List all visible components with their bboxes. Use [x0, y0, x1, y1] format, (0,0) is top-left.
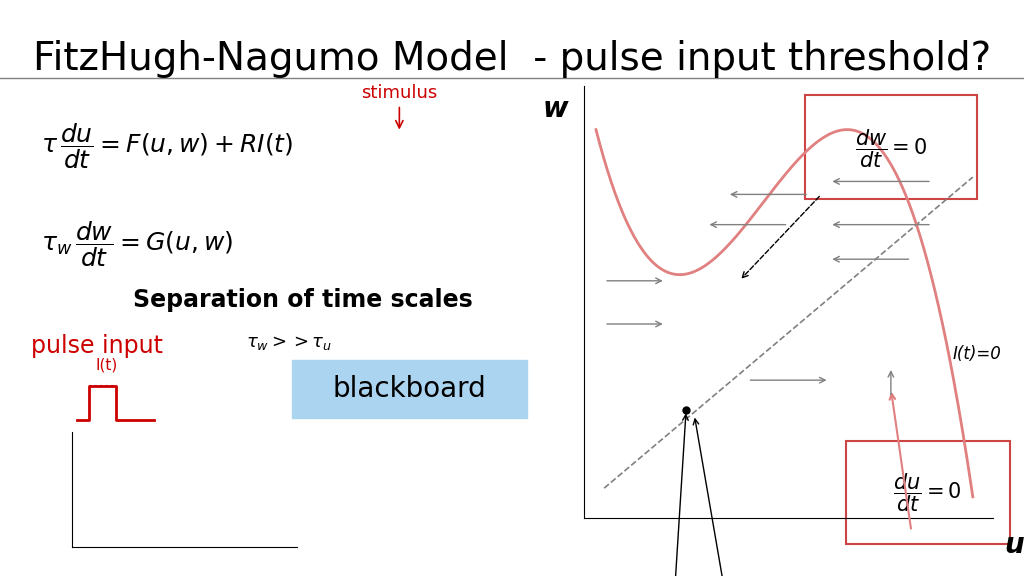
Text: I(t)=0: I(t)=0 [952, 345, 1001, 363]
Text: stimulus: stimulus [361, 84, 437, 128]
Text: I(t): I(t) [95, 357, 118, 372]
Text: Separation of time scales: Separation of time scales [133, 288, 473, 312]
Text: u: u [1004, 531, 1024, 559]
Text: $\dfrac{dw}{dt} = 0$: $\dfrac{dw}{dt} = 0$ [855, 128, 927, 170]
Text: $\tau_w\,\dfrac{dw}{dt} = G(u,w)$: $\tau_w\,\dfrac{dw}{dt} = G(u,w)$ [41, 219, 233, 268]
FancyBboxPatch shape [805, 95, 977, 199]
Text: w: w [542, 95, 568, 123]
Text: $\tau\,\dfrac{du}{dt} = F(u,w) + RI(t)$: $\tau\,\dfrac{du}{dt} = F(u,w) + RI(t)$ [41, 121, 293, 170]
Text: blackboard: blackboard [333, 375, 486, 403]
Text: pulse input: pulse input [31, 334, 163, 358]
Text: FitzHugh-Nagumo Model  - pulse input threshold?: FitzHugh-Nagumo Model - pulse input thre… [33, 40, 991, 78]
FancyBboxPatch shape [292, 360, 527, 418]
Text: $\dfrac{du}{dt} = 0$: $\dfrac{du}{dt} = 0$ [894, 471, 962, 514]
FancyBboxPatch shape [846, 441, 1010, 544]
Text: $\tau_w >> \tau_u$: $\tau_w >> \tau_u$ [246, 334, 332, 352]
